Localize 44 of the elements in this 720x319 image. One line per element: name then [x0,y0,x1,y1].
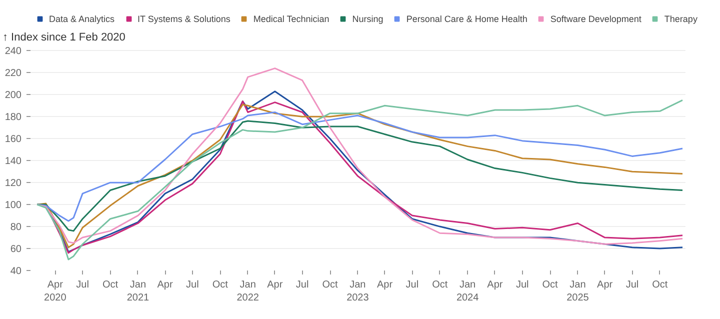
x-tick-label: Apr [377,280,394,290]
y-tick-label: 40 [10,266,22,277]
x-tick-label: Jan 2025 [566,280,590,304]
x-tick-label: Oct [432,280,448,290]
x-tick-label: Jul [186,280,199,290]
y-tick-label: 60 [10,244,22,256]
legend-label: Data & Analytics [49,14,115,24]
x-tick-label: Apr [597,280,614,290]
y-tick-label: 120 [4,178,22,190]
x-tick-label: Apr [157,280,174,290]
legend-label: Therapy [664,14,698,24]
x-tick-label: Jul [626,280,639,290]
y-tick-label: 80 [10,222,22,234]
x-tick-label: Jan 2022 [236,280,260,304]
x-tick-label: Jan 2023 [346,280,370,304]
x-tick-label: Oct [652,280,668,290]
x-tick-label: Oct [212,280,228,290]
x-tick-label: Jul [406,280,419,290]
legend-label: Personal Care & Home Health [406,14,528,24]
x-tick-label: Oct [542,280,558,290]
legend-label: Software Development [550,14,642,24]
x-tick-label: Jul [516,280,529,290]
line-series [36,68,684,245]
x-tick-label: Jan 2024 [456,280,480,304]
y-tick-label: 100 [4,200,22,212]
y-tick-label: 220 [4,68,22,80]
y-tick-label: 160 [4,134,22,146]
x-tick-label: Jan 2021 [126,280,150,304]
legend-label: Nursing [352,14,384,24]
y-tick-label: 240 [4,46,22,58]
x-tick-label: Apr 2020 [44,280,67,304]
line-series [36,111,684,222]
x-tick-label: Jul [76,280,89,290]
x-tick-label: Oct [102,280,118,290]
x-tick-label: Oct [322,280,338,290]
x-tick-label: Apr [487,280,504,290]
y-tick-label: 200 [4,90,22,102]
y-axis-title: ↑ Index since 1 Feb 2020 [2,32,126,44]
x-tick-label: Apr [267,280,284,290]
legend-label: IT Systems & Solutions [138,14,230,24]
y-tick-label: 140 [4,156,22,168]
x-tick-label: Jul [296,280,309,290]
y-tick-label: 180 [4,112,22,124]
legend-label: Medical Technician [253,14,330,24]
